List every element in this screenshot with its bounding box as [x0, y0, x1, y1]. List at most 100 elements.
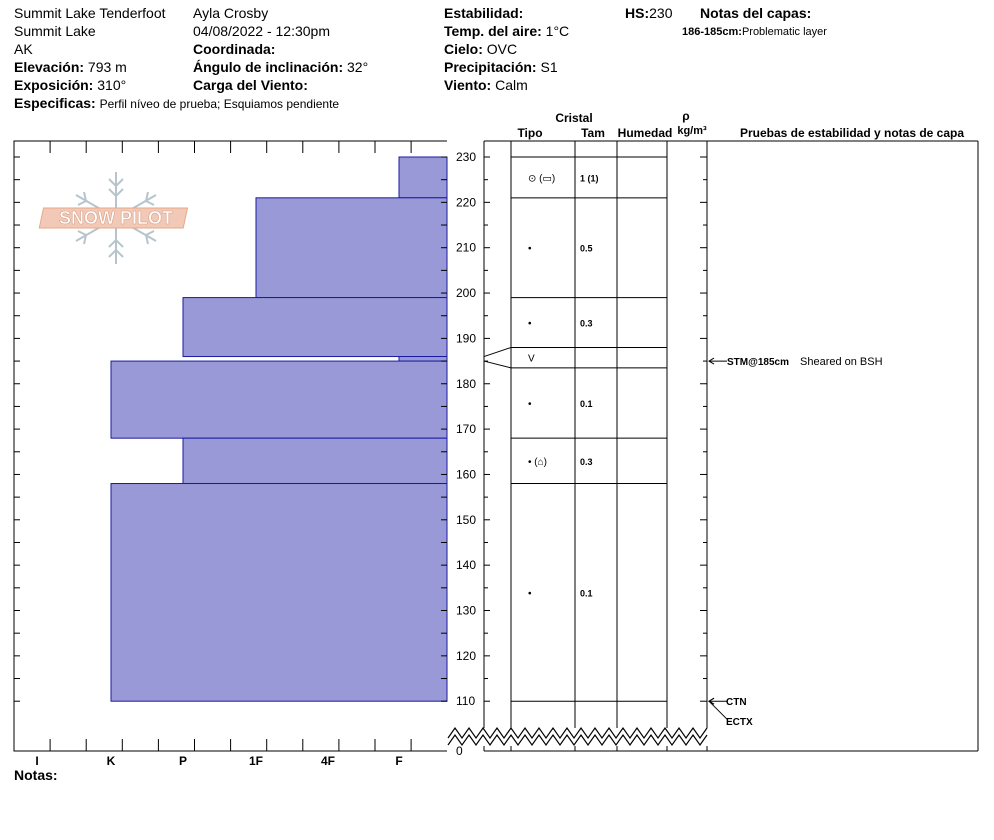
- depth-break-zigzag: [447, 733, 708, 747]
- air-temp-row: Temp. del aire: 1°C: [444, 22, 569, 40]
- crystal-header: Cristal: [555, 111, 592, 125]
- test-arrowhead: [708, 357, 715, 365]
- hardness-label: 4F: [321, 754, 335, 768]
- test-arrowhead: [708, 697, 715, 705]
- stability-test-markers: STM@185cm Sheared on BSH CTN ECTX: [708, 356, 883, 728]
- precip-label: Precipitación:: [444, 59, 537, 75]
- layer-notes-label: Notas del capas:: [700, 5, 812, 21]
- layer-note-text: Problematic layer: [741, 26, 827, 38]
- hardness-layer-bar: [255, 197, 448, 299]
- stability-label: Estabilidad:: [444, 5, 524, 21]
- depth-break-zigzag: [447, 726, 708, 740]
- grain-size: 0.3: [580, 319, 593, 329]
- grain-type: V: [528, 354, 535, 365]
- layer-note: 186-185cm:Problematic layer: [682, 23, 827, 41]
- hardness-label: I: [35, 754, 38, 768]
- snowpilot-logo: SNOW PILOT: [38, 172, 189, 264]
- hardness-layer-bar: [182, 297, 448, 358]
- size-header: Tam: [581, 126, 605, 140]
- precip-row: Precipitación: S1: [444, 58, 558, 76]
- slope-value: 32°: [347, 59, 369, 75]
- type-header: Tipo: [517, 126, 542, 140]
- grain-type: • (⌂): [528, 457, 547, 468]
- sky-label: Cielo:: [444, 41, 483, 57]
- notes-label: Notas:: [14, 767, 58, 783]
- sky-value: OVC: [486, 41, 518, 57]
- wind-loading-label: Carga del Viento:: [193, 77, 308, 93]
- air-temp-label: Temp. del aire:: [444, 23, 542, 39]
- wind-value: Calm: [495, 77, 528, 93]
- slope-row: Ángulo de inclinación: 32°: [193, 58, 368, 76]
- wind-loading-row: Carga del Viento:: [193, 76, 308, 94]
- hardness-layer-bar: [398, 356, 448, 362]
- aspect-value: 310°: [97, 77, 127, 93]
- hardness-label: 1F: [249, 754, 263, 768]
- depth-label: 110: [456, 694, 475, 708]
- stratigraphy-table: ⊙ (▭) 1 (1) • 0.5 • 0.3 V • 0.1 • (⌂) 0.3 • 0.1: [483, 156, 667, 702]
- test-arrow: [708, 700, 728, 720]
- hardness-layer-bar: [110, 360, 448, 439]
- connector-line: [483, 346, 512, 358]
- sky-row: Cielo: OVC: [444, 40, 517, 58]
- depth-label: 190: [456, 331, 476, 345]
- test-code: ECTX: [726, 717, 753, 728]
- hardness-layer-bar: [398, 156, 448, 199]
- grain-type: ⊙ (▭): [528, 173, 555, 184]
- hardness-label: P: [179, 754, 187, 768]
- depth-label: 210: [456, 241, 476, 255]
- hs-label: HS:: [625, 5, 650, 21]
- hardness-layer-bar: [110, 483, 448, 702]
- test-code: STM@185cm: [727, 357, 789, 368]
- grain-size: 0.1: [580, 399, 593, 409]
- test-code: CTN: [726, 697, 747, 708]
- depth-label: 130: [456, 604, 476, 618]
- depth-label: 230: [456, 150, 476, 164]
- aspect-row: Exposición: 310°: [14, 76, 126, 94]
- connector-line: [483, 360, 512, 369]
- precip-value: S1: [540, 59, 558, 75]
- grain-size: 0.1: [580, 588, 593, 598]
- axis-labels: 230 220 210 200 190 180 170 160 150 140 130 120 110 0…: [35, 150, 476, 768]
- wind-label: Viento:: [444, 77, 492, 93]
- depth-label: 170: [456, 422, 476, 436]
- depth-label: 220: [456, 195, 476, 209]
- stability-row: Estabilidad:: [444, 4, 523, 22]
- moisture-header: Humedad: [618, 126, 673, 140]
- elevation-row: Elevación: 793 m: [14, 58, 127, 76]
- hardness-label: K: [107, 754, 116, 768]
- test-note: Sheared on BSH: [800, 356, 883, 368]
- aspect-label: Exposición:: [14, 77, 94, 93]
- grain-type: •: [528, 244, 532, 255]
- depth-label: 0: [456, 744, 463, 758]
- hs-row: HS:230: [625, 4, 672, 22]
- hs-value: 230: [649, 5, 673, 21]
- datetime: 04/08/2022 - 12:30pm: [193, 23, 330, 39]
- notes-row: Notas:: [14, 766, 58, 784]
- elevation-label: Elevación:: [14, 59, 85, 75]
- layer-note-depth: 186-185cm:: [682, 26, 742, 38]
- logo-text: SNOW PILOT: [59, 208, 173, 228]
- coordinate-row: Coordinada:: [193, 40, 275, 58]
- slope-label: Ángulo de inclinación:: [193, 59, 344, 75]
- depth-label: 140: [456, 558, 476, 572]
- grain-size: 0.3: [580, 457, 593, 467]
- elevation-value: 793 m: [87, 59, 127, 75]
- depth-label: 180: [456, 377, 476, 391]
- hardness-layer-bar: [182, 437, 448, 485]
- location-area: Summit Lake: [14, 23, 96, 39]
- density-symbol: ρ: [682, 109, 689, 123]
- observer: Ayla Crosby: [193, 5, 269, 21]
- specifics-row: Especificas: Perfil níveo de prueba; Esq…: [14, 94, 339, 113]
- stability-tests-header: Pruebas de estabilidad y notas de capa: [740, 126, 964, 140]
- profile-grid: [13, 140, 979, 752]
- grain-size: 1 (1): [580, 173, 599, 183]
- coordinate-label: Coordinada:: [193, 41, 276, 57]
- break-mask: [446, 728, 708, 746]
- depth-label: 120: [456, 649, 476, 663]
- specifics-label: Especificas:: [14, 95, 96, 111]
- state: AK: [14, 41, 33, 57]
- specifics-value: Perfil níveo de prueba; Esquiamos pendie…: [99, 97, 340, 111]
- grain-size: 0.5: [580, 244, 593, 254]
- air-temp-value: 1°C: [545, 23, 570, 39]
